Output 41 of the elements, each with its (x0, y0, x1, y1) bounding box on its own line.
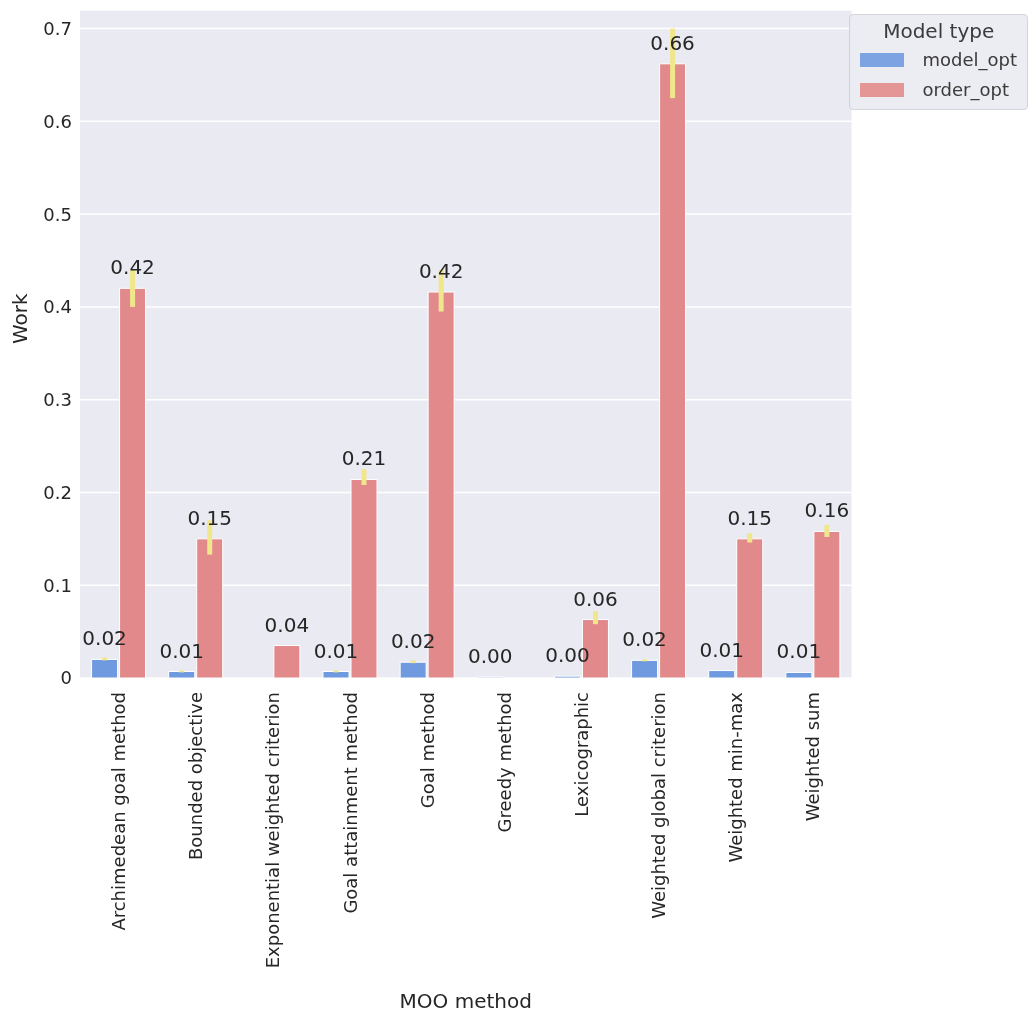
y-tick-label: 0.2 (43, 481, 72, 503)
data-label: 0.04 (264, 612, 310, 637)
data-label: 0.16 (804, 498, 850, 523)
y-tick-label: 0.3 (43, 389, 72, 411)
y-tick-label: 0.5 (43, 203, 72, 225)
data-label: 0.42 (110, 255, 155, 280)
x-tick-label: Greedy method (493, 692, 515, 833)
x-axis-title: MOO method (399, 989, 532, 1013)
x-tick-label: Weighted min-max (725, 691, 747, 863)
x-tick-label: Goal attainment method (339, 692, 361, 914)
data-label: 0.00 (468, 644, 513, 669)
data-label: 0.21 (341, 446, 387, 471)
data-label: 0.01 (159, 638, 204, 663)
y-tick-label: 0.1 (43, 574, 72, 596)
x-tick-label: Archimedean goal method (108, 692, 130, 931)
x-tick-label: Weighted global criterion (648, 692, 670, 919)
y-axis-title: Work (8, 292, 33, 344)
x-tick-label: Weighted sum (802, 692, 824, 822)
data-label: 0.01 (313, 638, 359, 663)
x-tick-label: Lexicographic (570, 692, 592, 817)
x-tick-label: Exponential weighted criterion (262, 692, 284, 969)
y-tick-label: 0.4 (43, 296, 72, 318)
y-tick-label: 0.6 (43, 110, 72, 132)
legend-title: Model type (882, 19, 996, 43)
x-tick-label: Goal method (416, 692, 438, 809)
y-tick-label: 0.7 (43, 17, 72, 39)
x-tick-label: Bounded objective (185, 692, 207, 861)
data-label: 0.15 (727, 505, 772, 530)
data-label: 0.02 (390, 629, 436, 654)
legend-label: model_opt (921, 48, 1017, 73)
data-label: 0.01 (699, 637, 744, 662)
data-label: 0.15 (187, 505, 232, 530)
data-label: 0.66 (650, 30, 695, 55)
data-label: 0.02 (622, 627, 667, 652)
y-tick-label: 0 (60, 667, 72, 689)
legend-label: order_opt (921, 78, 1010, 103)
data-label: 0.00 (545, 643, 590, 668)
data-label: 0.42 (418, 259, 464, 284)
data-label: 0.02 (82, 626, 127, 651)
data-label: 0.06 (573, 586, 618, 611)
data-label: 0.01 (776, 639, 822, 664)
